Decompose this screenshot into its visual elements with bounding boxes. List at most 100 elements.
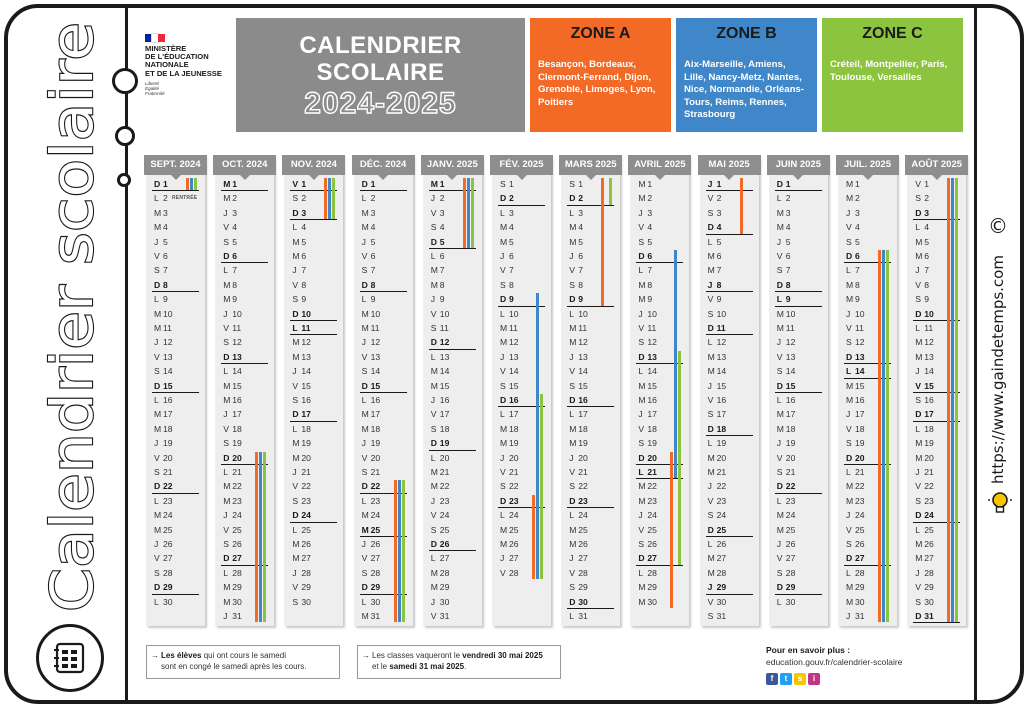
- month-header: AOÛT 2025: [905, 155, 969, 180]
- weekday-letter: S: [292, 395, 299, 405]
- day-row: M 15: [838, 379, 897, 393]
- weekday-letter: M: [223, 279, 231, 290]
- day-row: M 22: [630, 479, 689, 493]
- weekday-letter: M: [292, 438, 300, 449]
- day-number: 7: [647, 265, 653, 276]
- twitter-icon[interactable]: t: [780, 673, 792, 685]
- facebook-icon[interactable]: f: [766, 673, 778, 685]
- day-row: M 24: [146, 508, 205, 522]
- day-row: M 10: [769, 307, 828, 321]
- day-row: J 28: [907, 566, 966, 580]
- weekday-letter: L: [500, 409, 505, 420]
- day-row: V 18: [630, 422, 689, 436]
- day-number: 24: [232, 510, 242, 521]
- weekday-letter: V: [776, 452, 783, 463]
- day-row: V 20: [146, 451, 205, 465]
- weekday-letter: M: [500, 539, 508, 549]
- instagram-icon[interactable]: i: [808, 673, 820, 685]
- weekday-letter: L: [707, 438, 713, 449]
- social-links: f t s i: [766, 673, 966, 685]
- day-number: 10: [301, 308, 311, 319]
- day-row: M 20: [284, 451, 343, 465]
- weekday-letter: D: [361, 179, 368, 189]
- day-number: 12: [232, 337, 242, 348]
- weekday-letter: J: [223, 409, 228, 420]
- site-url[interactable]: https://www.gaindetemps.com: [989, 255, 1007, 484]
- day-row: M 12: [907, 335, 966, 349]
- day-number: 9: [716, 294, 722, 305]
- weekday-letter: L: [776, 395, 782, 405]
- day-number: 30: [370, 596, 381, 607]
- day-number: 31: [924, 611, 934, 621]
- day-number: 4: [924, 222, 929, 233]
- weekday-letter: S: [430, 423, 437, 434]
- day-number: 2: [439, 193, 445, 204]
- day-number: 7: [509, 265, 514, 276]
- holiday-bar-zoneC: [332, 178, 336, 220]
- day-row: D 22: [769, 479, 828, 495]
- more-info-url[interactable]: education.gouv.fr/calendrier-scolaire: [766, 657, 903, 667]
- weekday-letter: V: [154, 351, 160, 362]
- day-number: 16: [578, 395, 588, 405]
- weekday-letter: D: [915, 308, 922, 319]
- day-row: M 25: [354, 523, 413, 538]
- day-number: 30: [439, 596, 450, 607]
- weekday-letter: S: [846, 337, 852, 348]
- french-flag-icon: [145, 33, 166, 43]
- day-row: J 13: [492, 350, 551, 364]
- weekday-letter: D: [569, 193, 576, 204]
- day-number: 24: [509, 510, 519, 521]
- holiday-bar-zoneC: [955, 178, 959, 623]
- weekday-letter: J: [292, 366, 297, 377]
- day-row: V 13: [354, 350, 413, 364]
- weekday-letter: M: [638, 380, 646, 391]
- day-row: M 31: [354, 609, 413, 623]
- weekday-letter: V: [915, 179, 921, 189]
- weekday-letter: M: [292, 251, 300, 261]
- day-number: 28: [370, 567, 381, 578]
- weekday-letter: M: [569, 323, 577, 333]
- snapchat-icon[interactable]: s: [794, 673, 806, 685]
- day-number: 15: [578, 380, 588, 391]
- weekday-letter: M: [846, 279, 854, 290]
- day-number: 6: [509, 251, 514, 261]
- day-row: J 26: [146, 537, 205, 551]
- day-row: M 12: [492, 335, 551, 349]
- day-number: 5: [370, 236, 376, 247]
- title-line-2: SCOLAIRE: [316, 59, 445, 86]
- day-number: 28: [439, 567, 450, 578]
- day-row: M 13: [700, 350, 759, 364]
- day-number: 17: [924, 409, 934, 420]
- day-number: 4: [232, 222, 237, 233]
- weekday-letter: L: [776, 596, 782, 607]
- day-number: 30: [163, 596, 173, 607]
- weekday-letter: V: [638, 524, 645, 535]
- day-row: S 30: [907, 595, 966, 609]
- holiday-bar-zoneB: [328, 178, 332, 220]
- day-number: 8: [439, 279, 445, 290]
- day-number: 14: [439, 366, 450, 377]
- holiday-bar-zoneA: [186, 178, 189, 191]
- weekday-letter: M: [292, 351, 300, 362]
- day-number: 18: [301, 423, 311, 434]
- day-number: 25: [855, 524, 865, 535]
- weekday-letter: M: [776, 409, 784, 420]
- month-column: MARS 2025 S 1 D 2 L 3 M 4 M 5 J 6 V 7 S 8 D 9 L 10 M 11 M 12 J 13 V…: [559, 155, 623, 626]
- day-number: 6: [785, 251, 791, 261]
- day-row: M 28: [423, 566, 482, 580]
- weekday-letter: M: [361, 207, 369, 218]
- weekday-letter: L: [707, 539, 713, 549]
- weekday-letter: S: [223, 337, 229, 348]
- weekday-letter: S: [154, 366, 160, 377]
- weekday-letter: V: [638, 423, 645, 434]
- day-row: V 14: [492, 364, 551, 378]
